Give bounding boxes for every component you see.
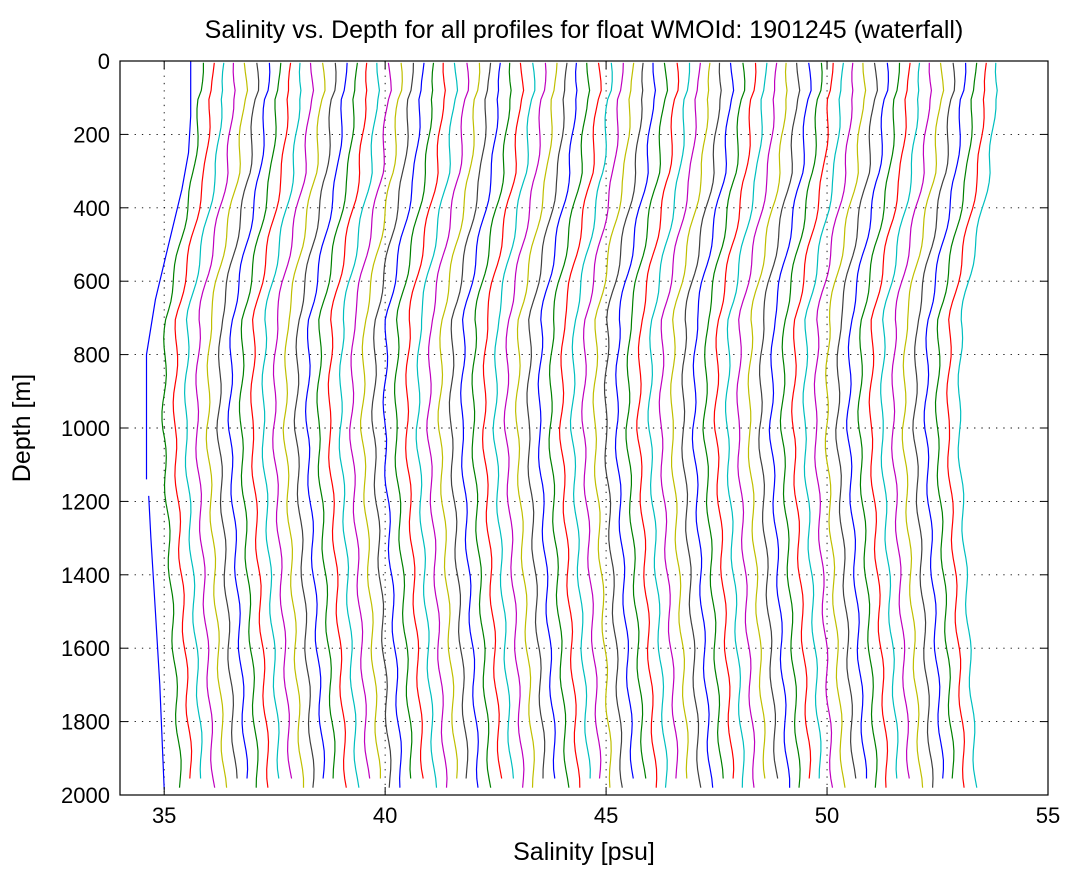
profile-line: [736, 62, 778, 788]
profile-line: [835, 62, 879, 779]
y-tick-label: 1600: [61, 636, 110, 661]
profile-line: [846, 62, 890, 779]
profile-line: [183, 62, 225, 779]
profile-line: [161, 62, 204, 788]
profile-line: [868, 62, 911, 788]
profile-line: [359, 62, 403, 779]
profile-line: [448, 62, 492, 779]
profile-line: [405, 62, 446, 779]
chart-title: Salinity vs. Depth for all profiles for …: [205, 16, 964, 44]
profile-line: [471, 62, 512, 788]
profile-line: [702, 62, 746, 779]
y-axis-label: Depth [m]: [8, 374, 36, 482]
profile-line: [614, 62, 657, 779]
profile-line: [758, 62, 801, 779]
profile-line: [227, 62, 271, 779]
profile-line: [813, 62, 854, 788]
y-tick-label: 600: [73, 269, 110, 294]
profile-line: [658, 62, 701, 779]
profile-line: [316, 62, 358, 779]
x-tick-label: 50: [815, 803, 839, 828]
y-tick-label: 400: [73, 196, 110, 221]
profile-line: [481, 62, 525, 779]
profile-line: [934, 62, 978, 779]
profile-line: [272, 62, 315, 779]
x-tick-label: 55: [1036, 803, 1060, 828]
y-tick-label: 1400: [61, 563, 110, 588]
profile-line: [670, 62, 711, 779]
profile-line: [492, 62, 536, 779]
profile-line: [526, 62, 568, 779]
profile-line: [681, 62, 722, 788]
profile-line: [216, 62, 260, 779]
profile-line: [791, 62, 834, 779]
profile-line: [382, 62, 425, 788]
profile-line: [304, 62, 348, 779]
profile-line: [957, 62, 998, 788]
profile-line: [569, 62, 613, 779]
profile-line: [558, 62, 602, 788]
profile-line: [503, 62, 547, 788]
y-tick-label: 2000: [61, 783, 110, 808]
profile-line: [592, 62, 635, 788]
profile-line: [514, 62, 558, 788]
y-tick-label: 200: [73, 122, 110, 147]
profiles-layer: [145, 61, 998, 790]
profile-line: [779, 62, 823, 788]
profile-line: [946, 62, 987, 788]
profile-line: [625, 62, 669, 779]
y-tick-label: 1000: [61, 416, 110, 441]
profile-line: [371, 62, 414, 788]
profile-line: [426, 62, 470, 788]
profile-line: [349, 62, 392, 779]
profile-line: [824, 62, 867, 788]
profile-line: [460, 62, 501, 788]
profile-line: [880, 62, 921, 779]
profile-line: [393, 62, 435, 779]
profile-line: [857, 62, 901, 788]
profile-line: [768, 62, 812, 788]
profile-line: [603, 62, 644, 788]
profile-line: [261, 62, 302, 779]
profile-line: [647, 62, 691, 788]
profile-line: [293, 62, 337, 788]
profile-line: [537, 62, 578, 779]
profile-line: [691, 62, 735, 788]
profile-line: [581, 62, 624, 779]
x-tick-label: 45: [594, 803, 618, 828]
profile-line: [725, 62, 768, 788]
x-axis-label: Salinity [psu]: [513, 838, 655, 866]
profile-line: [802, 62, 844, 779]
profile-line: [148, 495, 165, 790]
profile-line: [282, 62, 326, 788]
profile-line: [250, 62, 292, 788]
profile-line: [901, 62, 945, 788]
ticks-layer: 35 40 45 50 55 0 200 400 600 800 1000 1200 1400 1600 1…: [61, 49, 1060, 828]
profile-line: [912, 62, 956, 788]
profile-line: [891, 62, 933, 779]
grid-lines: [120, 60, 1049, 796]
profile-line: [338, 62, 381, 788]
profile-line: [548, 62, 591, 788]
x-tick-label: 40: [373, 803, 397, 828]
profile-line: [713, 62, 757, 779]
profile-line: [145, 61, 192, 480]
y-tick-label: 1800: [61, 710, 110, 735]
profile-line: [172, 62, 215, 779]
profile-line: [923, 62, 967, 779]
y-tick-label: 0: [98, 49, 110, 74]
profile-line: [437, 62, 481, 779]
profile-line: [327, 62, 368, 788]
profile-line: [747, 62, 788, 779]
x-tick-label: 35: [152, 803, 176, 828]
profile-line: [238, 62, 282, 788]
profile-line: [195, 62, 236, 788]
y-tick-label: 1200: [61, 489, 110, 514]
profile-line: [205, 62, 249, 788]
y-tick-label: 800: [73, 343, 110, 368]
profile-line: [415, 62, 459, 788]
profile-line: [636, 62, 680, 788]
